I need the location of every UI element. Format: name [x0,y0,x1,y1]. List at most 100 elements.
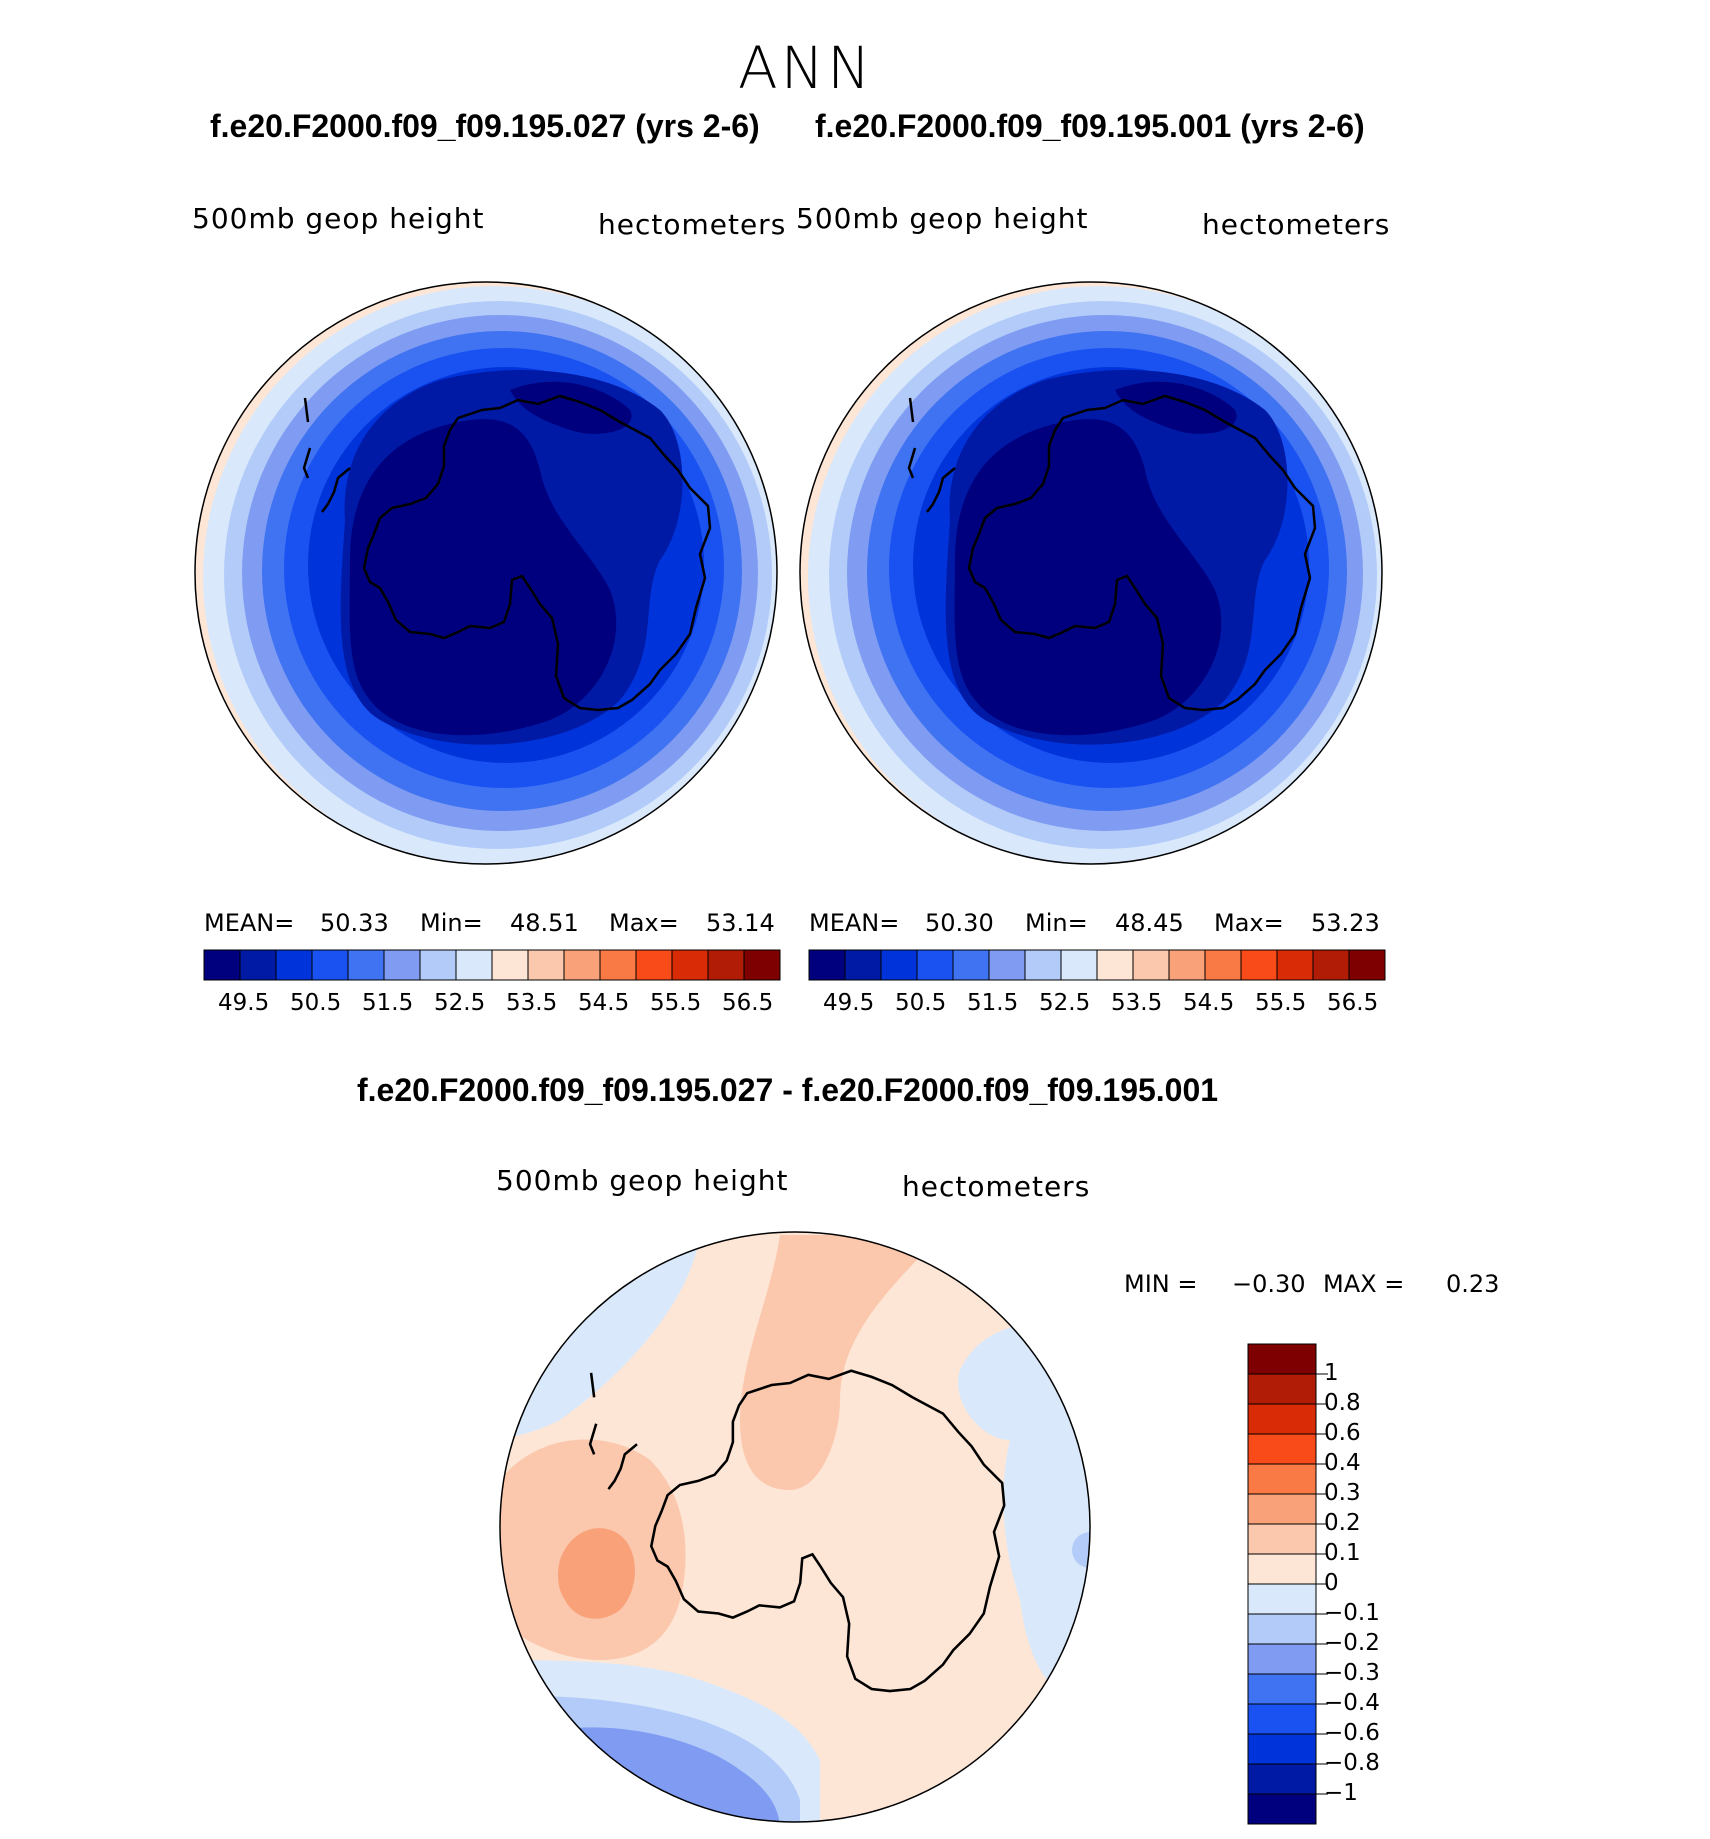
colorbar-tick-label: 55.5 [650,990,702,1016]
max-value-left: 53.14 [706,909,775,937]
colorbar-swatch [1247,1613,1317,1645]
colorbar-tick-label: −1 [1324,1780,1358,1806]
colorbar-diff [1247,1343,1328,1825]
colorbar-swatch [311,949,349,981]
colorbar-tick-label: 52.5 [434,990,486,1016]
colorbar-swatch [1276,949,1314,981]
colorbar-tick-label: 56.5 [1327,990,1379,1016]
colorbar-swatch [916,949,954,981]
diff-max-label: MAX = [1323,1270,1405,1298]
colorbar-tick-label: 55.5 [1255,990,1307,1016]
min-value-left: 48.51 [510,909,579,937]
colorbar-swatch [1240,949,1278,981]
colorbar-swatch [203,949,241,981]
colorbar-swatch [1247,1733,1317,1765]
colorbar-swatch [1024,949,1062,981]
case-title-right: f.e20.F2000.f09_f09.195.001 (yrs 2-6) [815,108,1365,144]
colorbar-swatch [599,949,637,981]
colorbar-tick-label: 53.5 [1111,990,1163,1016]
colorbar-swatch [707,949,745,981]
max-value-right: 53.23 [1311,909,1380,937]
colorbar-swatch [491,949,529,981]
diff-max-value: 0.23 [1446,1270,1500,1298]
colorbar-swatch [347,949,385,981]
diff-min-value: −0.30 [1232,1270,1306,1298]
colorbar-swatch [1247,1463,1317,1495]
colorbar-swatch [1247,1553,1317,1585]
units-label-left: hectometers [598,208,787,241]
colorbar-tick-label: 54.5 [578,990,630,1016]
colorbar-swatch [1348,949,1386,981]
colorbar-tick-label: 56.5 [722,990,774,1016]
colorbar-swatch [635,949,673,981]
diff-title: f.e20.F2000.f09_f09.195.027 - f.e20.F200… [357,1072,1219,1108]
colorbar-tick-label: 49.5 [823,990,875,1016]
colorbar-tick-label: 51.5 [362,990,414,1016]
colorbar-swatch [1247,1373,1317,1405]
colorbar-swatch [275,949,313,981]
colorbar-swatch [1096,949,1134,981]
colorbar-tick-label: 1 [1324,1360,1339,1386]
colorbar-tick-label: 0.4 [1324,1450,1361,1476]
variable-label-right: 500mb geop height [796,202,1089,235]
colorbar-tick-label: 50.5 [895,990,947,1016]
max-label-right: Max= [1214,909,1284,937]
colorbar-tick-label: 51.5 [967,990,1019,1016]
colorbar-swatch [1247,1403,1317,1435]
colorbar-swatch [743,949,781,981]
diff-units-label: hectometers [902,1170,1091,1203]
colorbar-swatch [419,949,457,981]
case-title-left: f.e20.F2000.f09_f09.195.027 (yrs 2-6) [210,108,760,144]
colorbar-swatch [1247,1793,1317,1825]
colorbar-swatch [527,949,565,981]
colorbar-swatch [1060,949,1098,981]
variable-label-left: 500mb geop height [192,202,485,235]
colorbar-swatch [671,949,709,981]
colorbar-swatch [1247,1643,1317,1675]
colorbar-swatch [383,949,421,981]
min-value-right: 48.45 [1115,909,1184,937]
mean-value-right: 50.30 [925,909,994,937]
mean-label-right: MEAN= [809,909,900,937]
colorbar-swatch [455,949,493,981]
colorbar-tick-label: −0.2 [1324,1630,1380,1656]
colorbar-tick-label: 52.5 [1039,990,1091,1016]
mean-value-left: 50.33 [320,909,389,937]
colorbar-swatch [844,949,882,981]
colorbar-swatch [563,949,601,981]
min-label-left: Min= [420,909,483,937]
colorbar-swatch [808,949,846,981]
colorbar-swatch [239,949,277,981]
colorbar-swatch [1247,1583,1317,1615]
colorbar-tick-label: −0.6 [1324,1720,1380,1746]
min-label-right: Min= [1025,909,1088,937]
colorbar-tick-label: −0.4 [1324,1690,1380,1716]
colorbar-swatch [1247,1343,1317,1375]
colorbar-tick-label: 0.8 [1324,1390,1361,1416]
colorbar-tick-label: 0.3 [1324,1480,1361,1506]
colorbar-tick-label: −0.1 [1324,1600,1380,1626]
colorbar-swatch [1247,1433,1317,1465]
colorbar-swatch [952,949,990,981]
colorbar-left [203,949,781,981]
colorbar-tick-label: 0.6 [1324,1420,1361,1446]
units-label-right: hectometers [1202,208,1391,241]
colorbar-tick-label: 54.5 [1183,990,1235,1016]
colorbar-swatch [1312,949,1350,981]
colorbar-swatch [1204,949,1242,981]
colorbar-swatch [1247,1493,1317,1525]
colorbar-swatch [988,949,1026,981]
colorbar-swatch [1247,1763,1317,1795]
colorbar-right [808,949,1386,981]
max-label-left: Max= [609,909,679,937]
colorbar-swatch [1247,1523,1317,1555]
colorbar-swatch [1247,1673,1317,1705]
colorbar-tick-label: 49.5 [218,990,270,1016]
diff-min-label: MIN = [1124,1270,1198,1298]
colorbar-tick-label: 0 [1324,1570,1339,1596]
colorbar-tick-label: 0.1 [1324,1540,1361,1566]
colorbar-swatch [1132,949,1170,981]
colorbar-tick-label: −0.3 [1324,1660,1380,1686]
colorbar-swatch [1168,949,1206,981]
diff-variable-label: 500mb geop height [496,1164,789,1197]
